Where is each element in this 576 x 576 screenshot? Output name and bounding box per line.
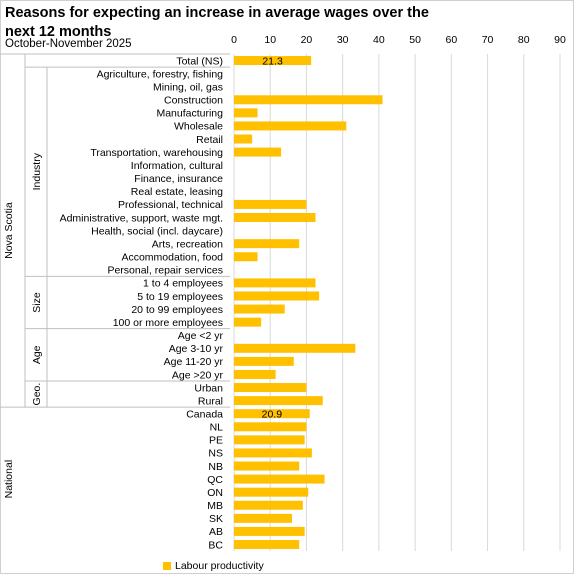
- category-label: NL: [210, 422, 224, 434]
- legend-swatch: [163, 562, 171, 570]
- group-label: Industry: [31, 152, 43, 190]
- bar: [234, 461, 300, 471]
- category-label: Accommodation, food: [121, 252, 223, 264]
- category-label: Wholesale: [174, 121, 223, 133]
- bar: [234, 500, 303, 510]
- group-label: Age: [31, 345, 43, 364]
- category-label: Information, cultural: [131, 160, 223, 172]
- category-label: Personal, repair services: [107, 265, 223, 277]
- legend-label: Labour productivity: [175, 560, 264, 572]
- category-label: Professional, technical: [118, 199, 223, 211]
- x-tick-label: 80: [518, 34, 530, 46]
- bar: [234, 278, 316, 288]
- category-label: Age <2 yr: [178, 330, 224, 342]
- bar: [234, 383, 307, 393]
- bar: [234, 409, 310, 419]
- category-label: Health, social (incl. daycare): [91, 225, 223, 237]
- outer-group-label: National: [3, 460, 15, 499]
- category-label: Construction: [164, 95, 223, 107]
- x-tick-label: 70: [482, 34, 494, 46]
- bar: [234, 513, 292, 523]
- outer-group-label: Nova Scotia: [3, 202, 15, 259]
- x-tick-label: 20: [301, 34, 313, 46]
- x-tick-label: 10: [264, 34, 276, 46]
- bar: [234, 134, 253, 144]
- bar: [234, 147, 282, 157]
- bar: [234, 526, 305, 536]
- chart-title: Reasons for expecting an increase in ave…: [5, 5, 429, 40]
- category-label: 100 or more employees: [113, 317, 223, 329]
- category-label: BC: [208, 539, 223, 551]
- bar: [234, 239, 300, 249]
- category-label: Age 3-10 yr: [169, 343, 224, 355]
- data-label: 20.9: [262, 409, 283, 421]
- category-label: Urban: [194, 382, 223, 394]
- bar: [234, 343, 356, 353]
- bar: [234, 213, 316, 222]
- category-label: Total (NS): [176, 55, 223, 67]
- bar: [234, 540, 300, 549]
- bar: [234, 108, 258, 118]
- bar: [234, 317, 262, 327]
- category-label: Mining, oil, gas: [153, 82, 223, 94]
- bar: [234, 396, 323, 406]
- category-label: Age 11-20 yr: [164, 356, 224, 368]
- bar: [234, 448, 312, 458]
- category-label: 20 to 99 employees: [131, 304, 223, 316]
- bar: [234, 252, 258, 262]
- bar: [234, 291, 320, 301]
- x-tick-label: 30: [337, 34, 349, 46]
- x-tick-label: 40: [373, 34, 385, 46]
- legend: Labour productivity: [163, 560, 264, 572]
- x-tick-label: 0: [231, 34, 237, 46]
- category-label: Rural: [198, 395, 223, 407]
- category-label: AB: [209, 526, 223, 538]
- category-label: Canada: [186, 409, 223, 421]
- group-label: Geo.: [31, 383, 43, 406]
- bar: [234, 435, 305, 445]
- category-label: Administrative, support, waste mgt.: [60, 212, 223, 224]
- chart-subtitle: October-November 2025: [5, 38, 132, 50]
- category-label: SK: [209, 513, 223, 525]
- bar: [234, 56, 312, 66]
- data-label: 21.3: [262, 55, 283, 67]
- category-label: Agriculture, forestry, fishing: [97, 68, 224, 80]
- category-label: 5 to 19 employees: [137, 291, 223, 303]
- category-label: Manufacturing: [156, 108, 223, 120]
- category-label: Retail: [196, 134, 223, 146]
- category-label: PE: [209, 435, 223, 447]
- x-tick-label: 60: [445, 34, 457, 46]
- bar: [234, 199, 307, 209]
- category-label: Real estate, leasing: [131, 186, 223, 198]
- bar: [234, 487, 309, 497]
- category-label: Arts, recreation: [152, 238, 223, 250]
- category-label: Transportation, warehousing: [90, 147, 223, 159]
- bar: [234, 304, 285, 314]
- category-label: MB: [207, 500, 223, 512]
- category-label: Age >20 yr: [172, 369, 224, 381]
- bar: [234, 121, 347, 131]
- category-label: Finance, insurance: [134, 173, 223, 185]
- bar: [234, 474, 325, 484]
- x-tick-label: 90: [554, 34, 566, 46]
- category-label: 1 to 4 employees: [143, 278, 223, 290]
- bar: [234, 356, 294, 366]
- bar: [234, 369, 276, 379]
- category-label: NS: [208, 448, 223, 460]
- x-tick-label: 50: [409, 34, 421, 46]
- category-label: NB: [208, 461, 223, 473]
- group-label: Size: [31, 292, 43, 313]
- category-label: ON: [207, 487, 223, 499]
- bar: [234, 95, 383, 105]
- category-label: QC: [207, 474, 223, 486]
- bar: [234, 422, 307, 432]
